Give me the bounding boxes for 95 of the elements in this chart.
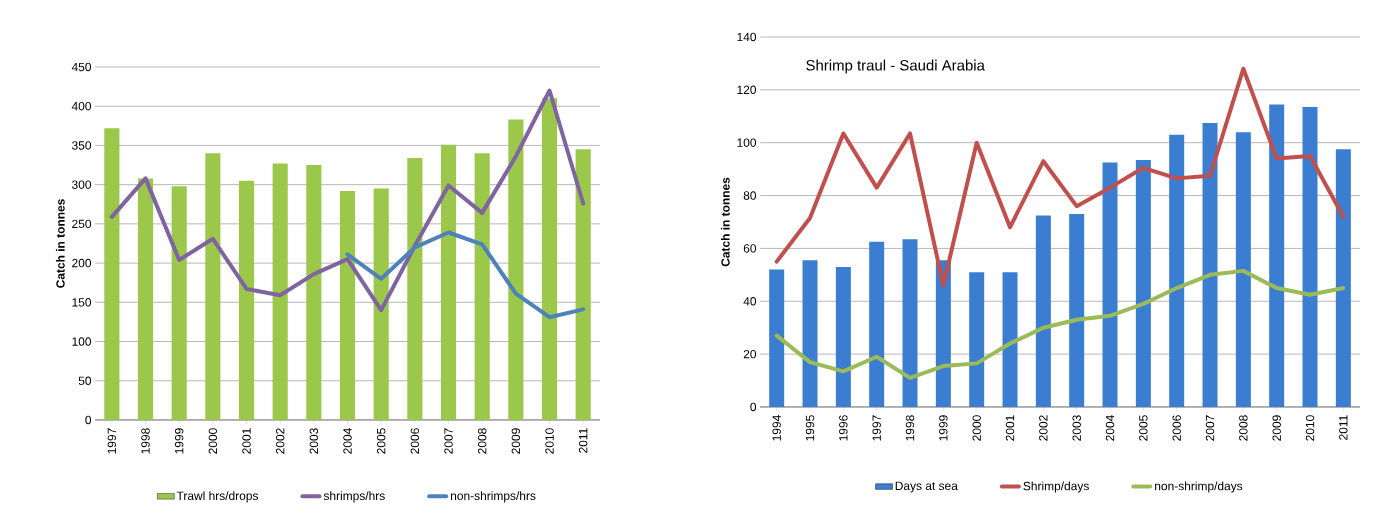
bar <box>802 260 818 407</box>
bar <box>1202 122 1218 407</box>
bar <box>171 186 187 420</box>
bar <box>474 153 490 420</box>
legend-label: Trawl hrs/drops <box>176 491 258 503</box>
x-tick-label: 2006 <box>1172 415 1181 441</box>
bar <box>440 144 457 420</box>
y-tick-label: 40 <box>743 297 757 306</box>
y-tick-label: 450 <box>71 62 92 72</box>
bar <box>306 165 322 420</box>
bar <box>835 266 851 407</box>
x-tick-label: 2001 <box>242 428 251 454</box>
bar <box>373 188 389 420</box>
bar <box>1135 159 1151 407</box>
y-tick-label: 60 <box>743 244 757 253</box>
bar <box>1002 272 1018 407</box>
x-tick-label: 1997 <box>872 415 881 441</box>
x-tick-label: 2007 <box>444 428 453 454</box>
y-tick-label: 20 <box>743 349 757 359</box>
y-tick-label: 250 <box>72 219 92 229</box>
y-tick-label: 140 <box>737 32 757 42</box>
legend-label: Days at sea <box>895 481 958 493</box>
bar <box>407 157 423 420</box>
y-tick-label: 400 <box>71 101 92 111</box>
y-tick-label: 200 <box>72 258 92 268</box>
y-tick-label: 50 <box>78 376 92 385</box>
bar <box>769 269 785 407</box>
y-tick-label: 100 <box>737 138 757 147</box>
bar <box>238 180 255 420</box>
legend-label: non-shrimp/days <box>1155 481 1243 493</box>
y-axis-title: Catch in tonnes <box>55 199 65 288</box>
bar <box>541 98 558 420</box>
bar <box>1035 215 1051 407</box>
x-tick-label: 2007 <box>1205 415 1215 441</box>
x-tick-label: 2011 <box>1339 415 1348 440</box>
x-tick-label: 1995 <box>805 415 815 441</box>
x-tick-label: 2010 <box>1305 415 1315 441</box>
y-tick-label: 0 <box>750 402 757 412</box>
x-tick-label: 2009 <box>1272 415 1281 441</box>
x-tick-label: 2004 <box>1105 415 1115 441</box>
x-tick-label: 1999 <box>174 428 184 454</box>
x-tick-label: 2003 <box>1072 415 1081 441</box>
bar <box>1069 214 1085 407</box>
y-tick-label: 120 <box>737 85 757 95</box>
bar <box>1302 107 1318 407</box>
line-series <box>345 230 586 320</box>
x-tick-label: 1997 <box>107 428 117 454</box>
x-tick-label: 2002 <box>275 428 285 454</box>
bar <box>1335 149 1351 407</box>
bar <box>1269 104 1285 407</box>
line-series <box>774 268 1346 380</box>
y-tick-label: 80 <box>743 191 757 200</box>
bar <box>339 190 356 420</box>
bar <box>137 178 154 420</box>
x-tick-label: 1999 <box>939 415 948 441</box>
y-tick-label: 300 <box>72 180 92 189</box>
bar <box>272 163 288 420</box>
x-tick-label: 2008 <box>1239 415 1248 441</box>
x-tick-label: 2001 <box>1005 415 1015 441</box>
y-tick-label: 0 <box>85 415 92 425</box>
x-tick-label: 2005 <box>1139 415 1148 441</box>
legend-label: shrimps/hrs <box>323 491 385 503</box>
x-tick-label: 2006 <box>410 428 420 454</box>
x-tick-label: 2000 <box>972 415 981 441</box>
bar <box>902 239 918 407</box>
x-tick-label: 2002 <box>1039 415 1048 441</box>
bar <box>104 128 120 420</box>
bar <box>1235 132 1251 407</box>
y-axis-title: Catch in tonnes <box>720 177 730 267</box>
x-tick-label: 2008 <box>477 428 487 454</box>
x-tick-label: 2000 <box>208 428 218 454</box>
x-tick-label: 2003 <box>309 428 319 454</box>
annotation: Shrimp traul - Saudi Arabia <box>806 59 985 74</box>
bar <box>1169 134 1185 407</box>
bar <box>1102 162 1118 407</box>
x-tick-label: 2009 <box>511 428 521 454</box>
y-tick-label: 150 <box>72 298 92 307</box>
bar <box>508 119 524 420</box>
x-tick-label: 2004 <box>343 428 352 454</box>
x-tick-label: 2010 <box>545 428 554 454</box>
x-tick-label: 2005 <box>376 428 386 454</box>
x-tick-label: 1996 <box>839 415 848 441</box>
legend-label: non-shrimps/hrs <box>451 491 536 503</box>
x-tick-label: 1994 <box>772 415 781 441</box>
x-tick-label: 1998 <box>141 428 150 454</box>
y-tick-label: 100 <box>72 337 92 346</box>
x-tick-label: 1998 <box>905 415 915 441</box>
y-tick-label: 350 <box>72 141 92 150</box>
bar <box>869 241 885 407</box>
legend-label: Shrimp/days <box>1023 481 1089 493</box>
bar <box>205 153 221 420</box>
bar <box>575 149 591 420</box>
x-tick-label: 2011 <box>578 428 588 453</box>
bar <box>969 272 985 407</box>
line-series <box>109 88 586 313</box>
